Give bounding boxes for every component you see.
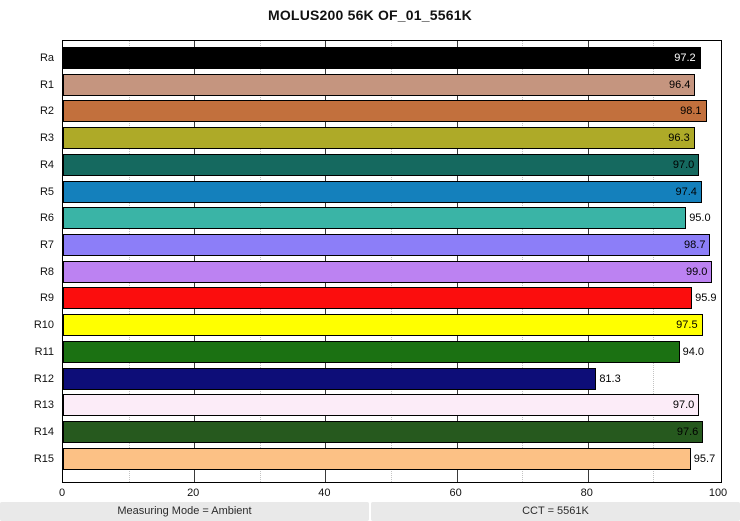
bar-row: R15 95.7 [34,447,719,470]
value-label: 96.3 [668,132,690,145]
bar-row: R3 96.3 [40,127,719,150]
category-label: R15 [33,452,54,465]
bar-row: R5 97.4 [40,180,719,203]
value-label: 95.0 [689,212,711,225]
bar-row: R6 95.0 [40,207,719,230]
category-label: R3 [39,132,54,145]
bar: 95.9 [63,287,717,310]
bar-row: R8 99.0 [40,260,719,283]
bar-row: R9 95.9 [40,287,719,310]
bar: 97.2 [63,47,701,69]
bar-row: R11 94.0 [35,340,719,363]
footer-cct: CCT = 5561K [371,502,740,521]
bar: 95.0 [63,207,711,230]
category-label: R6 [39,212,54,225]
category-label: R1 [39,78,54,91]
bar-row: R1 96.4 [40,73,719,96]
x-tick-label: 60 [449,487,462,499]
x-axis-ticks: 0 20 40 60 80 100 [58,486,727,500]
chart-title: MOLUS200 56K OF_01_5561K [267,7,472,23]
bar-rows: Ra 97.2 R1 96.4 R2 98.1 R3 96.3 R4 97.0 R5 97.4 R6 95… [34,41,719,482]
x-tick-label: 40 [318,487,331,499]
bar: 96.3 [63,127,695,150]
bar: 81.3 [63,367,621,390]
bar-row: R10 97.5 [34,314,719,337]
bar: 97.0 [63,394,700,417]
bar-row: R12 81.3 [34,367,719,390]
value-label: 94.0 [682,345,705,358]
bar-row: R7 98.7 [40,234,719,257]
value-label: 81.3 [599,372,621,385]
value-label: 97.4 [675,185,697,198]
plot-area: Ra 97.2 R1 96.4 R2 98.1 R3 96.3 R4 97.0 R5 97.4 R6 95… [34,40,722,483]
category-label: R2 [39,105,54,118]
x-tick-label: 100 [708,487,728,499]
value-label: 95.9 [695,292,717,305]
x-tick-label: 20 [187,487,200,499]
bar: 97.0 [63,153,700,176]
value-label: 96.4 [668,78,691,91]
value-label: 97.0 [672,399,695,412]
bar: 95.7 [63,447,715,470]
bar-row: R14 97.6 [34,421,719,444]
bar-row: R4 97.0 [40,153,719,176]
category-label: R9 [39,292,54,305]
category-label: R8 [39,265,54,278]
value-label: 97.2 [674,52,696,64]
footer-measuring-mode: Measuring Mode = Ambient [0,502,369,521]
category-label: R13 [33,399,54,412]
value-label: 97.5 [676,319,698,332]
bar: 96.4 [63,73,696,96]
value-label: 97.0 [672,158,695,171]
bar: 98.7 [63,234,711,257]
value-label: 95.7 [693,452,716,465]
x-tick-label: 80 [580,487,593,499]
category-label: R12 [33,372,54,385]
bar: 97.5 [63,314,703,337]
value-label: 99.0 [686,265,708,278]
bar: 94.0 [63,340,704,363]
category-label: R7 [39,239,54,252]
bar: 97.4 [63,180,702,203]
category-label: R10 [33,319,54,332]
bar: 99.0 [63,260,713,283]
bar: 97.6 [63,421,704,444]
bar-row: Ra 97.2 [40,47,719,69]
category-label: Ra [39,52,54,64]
value-label: 98.7 [684,239,706,252]
category-label: R5 [39,185,54,198]
x-tick-label: 0 [58,487,66,499]
bar-row: R2 98.1 [40,100,719,123]
category-label: R11 [34,345,54,358]
value-label: 97.6 [676,426,699,439]
category-label: R4 [39,158,54,171]
value-label: 98.1 [680,105,702,118]
bar-row: R13 97.0 [34,394,719,417]
category-label: R14 [33,426,54,439]
bar: 98.1 [63,100,707,123]
